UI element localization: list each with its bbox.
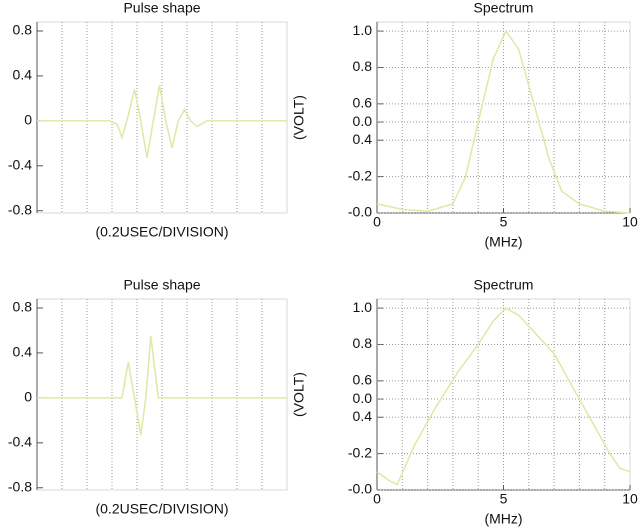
y-tick-label: -0.8 xyxy=(8,478,32,494)
y-tick-label: 0.0 xyxy=(353,390,373,406)
y-tick-label: -0.0 xyxy=(348,481,372,497)
chart-title: Spectrum xyxy=(474,277,534,293)
x-axis-label: (0.2USEC/DIVISION) xyxy=(95,501,228,517)
y-tick-label: 0.8 xyxy=(13,22,33,38)
x-tick-label: 5 xyxy=(500,491,508,507)
y-tick-label: -0.8 xyxy=(8,201,32,217)
y-tick-label: 0.0 xyxy=(353,113,373,129)
y-tick-label: -0.0 xyxy=(348,204,372,220)
x-tick-label: 0 xyxy=(373,214,381,230)
chart-title: Pulse shape xyxy=(123,0,200,16)
x-tick-label: 10 xyxy=(622,214,638,230)
data-line xyxy=(376,307,631,486)
y-tick-label: 0 xyxy=(24,389,32,405)
y-tick-label: -0.2 xyxy=(348,444,372,460)
y-tick-label: 0.8 xyxy=(13,299,33,315)
y-tick-label: 1.0 xyxy=(353,299,373,315)
y-axis-label: (VOLT) xyxy=(291,95,307,140)
data-line xyxy=(37,84,287,159)
x-tick-label: 0 xyxy=(373,491,381,507)
y-tick-label: -0.4 xyxy=(8,157,32,173)
y-tick-label: 0.8 xyxy=(353,335,373,351)
y-tick-label: 0.6 xyxy=(353,372,373,388)
x-tick-label: 5 xyxy=(500,214,508,230)
x-tick-label: 10 xyxy=(622,491,638,507)
y-tick-label: 0.6 xyxy=(353,95,373,111)
chart-title: Pulse shape xyxy=(123,277,200,293)
x-axis-label: (MHz) xyxy=(484,234,522,250)
chart-title: Spectrum xyxy=(474,0,534,16)
x-axis-label: (0.2USEC/DIVISION) xyxy=(95,224,228,240)
data-line xyxy=(376,29,631,214)
y-tick-label: 0 xyxy=(24,112,32,128)
y-tick-label: 0.8 xyxy=(353,58,373,74)
y-tick-label: 1.0 xyxy=(353,22,373,38)
y-axis-label: (VOLT) xyxy=(291,372,307,417)
y-tick-label: 0.4 xyxy=(13,67,33,83)
data-line xyxy=(37,336,287,436)
y-tick-label: 0.4 xyxy=(353,131,373,147)
x-axis-label: (MHz) xyxy=(484,511,522,527)
y-tick-label: 0.4 xyxy=(353,408,373,424)
y-tick-label: -0.4 xyxy=(8,434,32,450)
y-tick-label: 0.4 xyxy=(13,344,33,360)
y-tick-label: -0.2 xyxy=(348,167,372,183)
